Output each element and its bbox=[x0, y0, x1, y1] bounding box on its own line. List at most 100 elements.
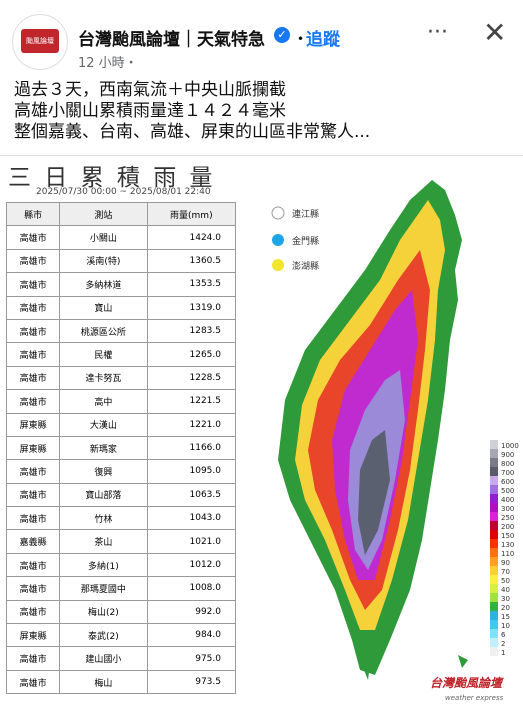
scale-label: 800 bbox=[501, 460, 514, 468]
follow-button[interactable]: 追蹤 bbox=[306, 30, 340, 50]
table-cell: 高雄市 bbox=[5, 225, 61, 250]
table-cell: 1008.0 bbox=[146, 576, 237, 601]
table-cell: 高雄市 bbox=[5, 248, 61, 274]
scale-swatch bbox=[490, 494, 498, 503]
table-cell: 973.5 bbox=[146, 669, 237, 695]
scale-swatch bbox=[490, 512, 498, 521]
rain-table: 縣市 測站 雨量(mm) 高雄市 小關山 1424.0 高雄市 溪南(特) 1360.5 高雄市多… bbox=[5, 201, 237, 695]
table-cell: 高雄市 bbox=[5, 576, 61, 601]
table-cell: 高雄市 bbox=[5, 272, 61, 297]
close-button[interactable]: ✕ bbox=[483, 16, 507, 49]
table-cell: 多納(1) bbox=[59, 552, 148, 578]
table-row: 高雄市 那瑪夏國中 1008.0 bbox=[5, 576, 237, 601]
post-line: 過去３天，西南氣流＋中央山脈攔截 bbox=[14, 80, 286, 100]
table-cell: 新瑪家 bbox=[59, 435, 148, 461]
table-cell: 1319.0 bbox=[146, 295, 237, 320]
scale-label: 2 bbox=[501, 640, 505, 648]
table-cell: 竹林 bbox=[59, 506, 148, 531]
page-name[interactable]: 台灣颱風論壇｜天氣特急 bbox=[78, 30, 265, 50]
scale-label: 1000 bbox=[501, 442, 519, 450]
scale-label: 250 bbox=[501, 514, 514, 522]
table-cell: 1221.0 bbox=[146, 412, 237, 437]
table-cell: 民權 bbox=[59, 342, 148, 367]
table-cell: 992.0 bbox=[146, 599, 237, 625]
scale-swatch bbox=[490, 620, 498, 629]
scale-label: 20 bbox=[501, 604, 510, 612]
scale-label: 110 bbox=[501, 550, 514, 558]
scale-swatch bbox=[490, 503, 498, 512]
table-cell: 高雄市 bbox=[5, 669, 61, 695]
table-row: 高雄市 小關山 1424.0 bbox=[5, 225, 237, 250]
scale-label: 200 bbox=[501, 523, 514, 531]
table-cell: 1012.0 bbox=[146, 552, 237, 578]
table-cell: 復興 bbox=[59, 459, 148, 484]
table-cell: 高雄市 bbox=[5, 459, 61, 484]
table-header: 雨量(mm) bbox=[146, 201, 237, 227]
table-cell: 泰武(2) bbox=[59, 623, 148, 648]
table-cell: 多納林道 bbox=[59, 272, 148, 297]
scale-label: 50 bbox=[501, 577, 510, 585]
table-cell: 寶山部落 bbox=[59, 482, 148, 508]
island-label: 澎湖縣 bbox=[292, 260, 319, 272]
table-cell: 1043.0 bbox=[146, 506, 237, 531]
table-row: 高雄市 多納林道 1353.5 bbox=[5, 272, 237, 297]
table-cell: 小關山 bbox=[59, 225, 148, 250]
table-header: 測站 bbox=[59, 201, 148, 227]
table-cell: 那瑪夏國中 bbox=[59, 576, 148, 601]
table-cell: 975.0 bbox=[146, 646, 237, 671]
table-cell: 高雄市 bbox=[5, 552, 61, 578]
table-cell: 高雄市 bbox=[5, 342, 61, 367]
table-row: 高雄市 高中 1221.5 bbox=[5, 389, 237, 414]
scale-label: 150 bbox=[501, 532, 514, 540]
post-text: 過去３天，西南氣流＋中央山脈攔截 高雄小關山累積雨量達１４２４毫米 整個嘉義、台南、… bbox=[14, 80, 370, 143]
scale-swatch bbox=[490, 584, 498, 593]
scale-label: 500 bbox=[501, 487, 514, 495]
table-row: 高雄市 寶山 1319.0 bbox=[5, 295, 237, 320]
island-label: 金門縣 bbox=[292, 235, 319, 247]
table-cell: 高雄市 bbox=[5, 599, 61, 625]
table-cell: 1424.0 bbox=[146, 225, 237, 250]
table-cell: 高雄市 bbox=[5, 646, 61, 671]
table-cell: 1063.5 bbox=[146, 482, 237, 508]
scale-swatch bbox=[490, 638, 498, 647]
table-cell: 高雄市 bbox=[5, 318, 61, 344]
avatar[interactable]: 颱風論壇 bbox=[12, 14, 68, 70]
scale-swatch bbox=[490, 647, 498, 656]
table-cell: 嘉義縣 bbox=[5, 529, 61, 554]
post-line: 整個嘉義、台南、高雄、屏東的山區非常驚人... bbox=[14, 122, 371, 142]
table-cell: 梅山 bbox=[59, 669, 148, 695]
scale-label: 900 bbox=[501, 451, 514, 459]
scale-swatch bbox=[490, 476, 498, 485]
table-cell: 高雄市 bbox=[5, 482, 61, 508]
table-row: 高雄市 梅山 973.5 bbox=[5, 669, 237, 695]
table-cell: 大漢山 bbox=[59, 412, 148, 437]
table-cell: 1021.0 bbox=[146, 529, 237, 554]
scale-swatch bbox=[490, 611, 498, 620]
scale-label: 70 bbox=[501, 568, 510, 576]
table-row: 嘉義縣 茶山 1021.0 bbox=[5, 529, 237, 554]
table-cell: 1221.5 bbox=[146, 389, 237, 414]
table-cell: 建山國小 bbox=[59, 646, 148, 671]
table-cell: 1095.0 bbox=[146, 459, 237, 484]
scale-label: 90 bbox=[501, 559, 510, 567]
table-cell: 高雄市 bbox=[5, 365, 61, 391]
scale-label: 15 bbox=[501, 613, 510, 621]
scale-swatch bbox=[490, 566, 498, 575]
table-cell: 1353.5 bbox=[146, 272, 237, 297]
table-row: 高雄市 復興 1095.0 bbox=[5, 459, 237, 484]
table-header: 縣市 bbox=[5, 201, 61, 227]
table-cell: 1283.5 bbox=[146, 318, 237, 344]
more-button[interactable]: ··· bbox=[427, 20, 448, 45]
table-cell: 1166.0 bbox=[146, 435, 237, 461]
watermark-sub: weather express bbox=[445, 694, 504, 702]
scale-swatch bbox=[490, 593, 498, 602]
table-row: 屏東縣 大漢山 1221.0 bbox=[5, 412, 237, 437]
table-row: 高雄市 竹林 1043.0 bbox=[5, 506, 237, 531]
table-row: 屏東縣 泰武(2) 984.0 bbox=[5, 623, 237, 648]
table-cell: 1265.0 bbox=[146, 342, 237, 367]
table-cell: 高雄市 bbox=[5, 389, 61, 414]
table-cell: 1228.5 bbox=[146, 365, 237, 391]
table-row: 高雄市 建山國小 975.0 bbox=[5, 646, 237, 671]
scale-label: 600 bbox=[501, 478, 514, 486]
